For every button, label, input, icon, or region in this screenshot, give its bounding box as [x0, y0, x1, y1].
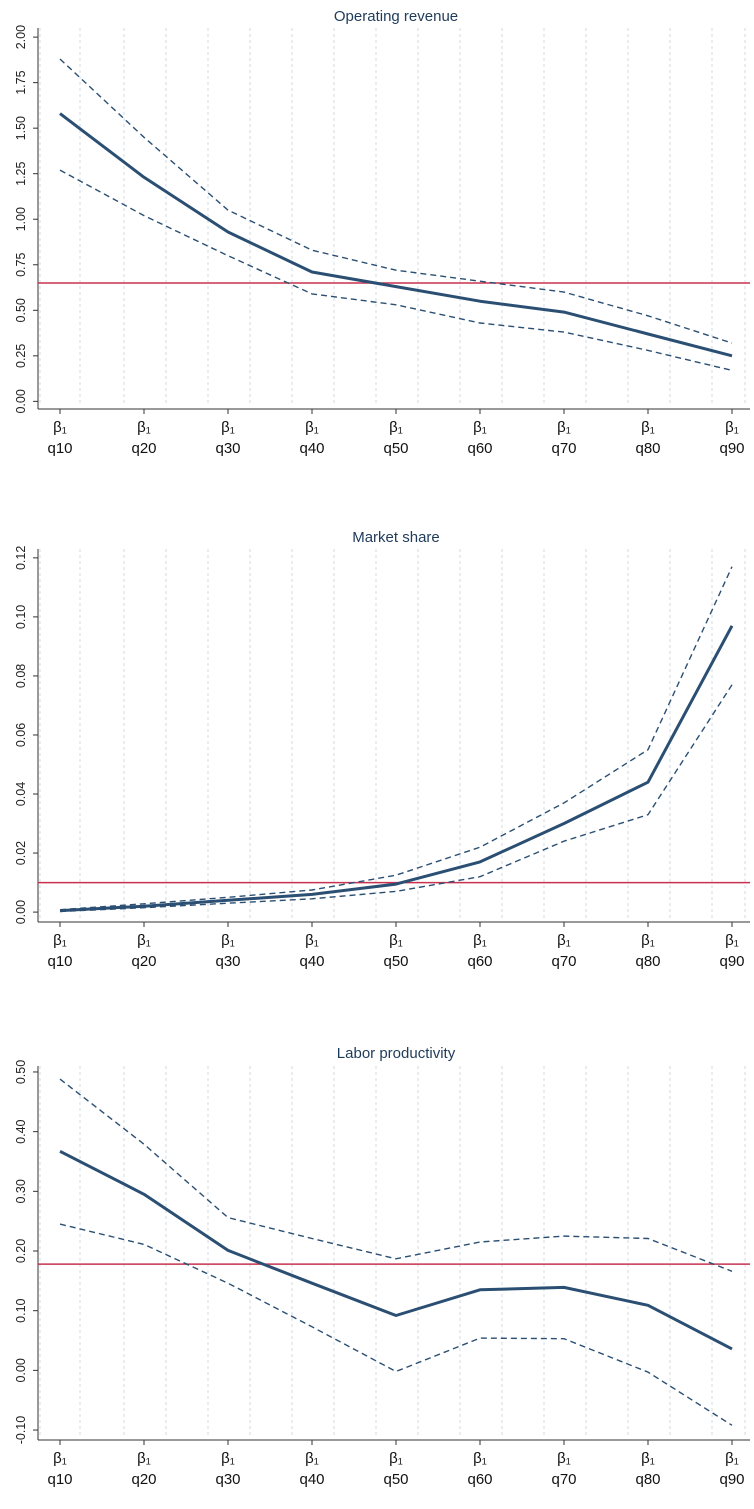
y-tick-label: 0.50: [14, 298, 28, 322]
x-tick-label: q70: [551, 953, 576, 970]
x-tick-label: q30: [215, 953, 240, 970]
x-tick-label: q20: [131, 440, 156, 457]
estimate-line: [59, 625, 734, 913]
x-tick-symbol: β₁: [305, 932, 319, 949]
y-tick-label: 0.75: [14, 253, 28, 277]
x-tick-label: q50: [383, 440, 408, 457]
x-tick-symbol: β₁: [389, 419, 403, 436]
grid-lines: [39, 28, 746, 405]
x-tick-label: q40: [299, 953, 324, 970]
x-tick-label: q30: [215, 440, 240, 457]
x-tick-symbol: β₁: [557, 932, 571, 949]
x-tick-symbol: β₁: [641, 419, 655, 436]
chart-title: Operating revenue: [334, 8, 458, 25]
y-tick-label: 0.50: [14, 1060, 28, 1084]
y-tick-label: 0.25: [14, 344, 28, 368]
x-tick-label: q50: [383, 953, 408, 970]
y-tick-label: 0.10: [14, 1298, 28, 1322]
x-tick-symbol: β₁: [557, 1450, 571, 1467]
x-tick-label: q40: [299, 1471, 324, 1488]
x-tick-label: q10: [47, 440, 72, 457]
x-tick-symbol: β₁: [641, 932, 655, 949]
x-tick-symbol: β₁: [725, 419, 739, 436]
ci-upper-line: [59, 566, 733, 911]
y-tick-label: 0.20: [14, 1239, 28, 1263]
chart-panel-1: Operating revenue 0.00 0.25 0.50 0.75 1.00 1.2…: [14, 8, 750, 457]
y-tick-label: 0.00: [14, 389, 28, 413]
x-tick-label: q80: [635, 953, 660, 970]
grid-lines: [39, 549, 746, 918]
grid-lines: [39, 1066, 746, 1436]
chart-panel-2: Market share 0.00 0.02 0.04 0.06 0.08 0.10 0.12…: [14, 529, 750, 970]
x-tick-label: q10: [47, 953, 72, 970]
x-tick-symbol: β₁: [221, 419, 235, 436]
x-tick-symbol: β₁: [473, 419, 487, 436]
x-tick-label: q20: [131, 953, 156, 970]
x-tick-label: q50: [383, 1471, 408, 1488]
x-tick-symbol: β₁: [137, 1450, 151, 1467]
x-tick-symbol: β₁: [641, 1450, 655, 1467]
y-tick-label: 2.00: [14, 25, 28, 49]
x-tick-label: q10: [47, 1471, 72, 1488]
x-tick-label: q30: [215, 1471, 240, 1488]
y-tick-label: -0.10: [14, 1416, 28, 1445]
chart-title: Market share: [352, 529, 440, 546]
ci-lower-line: [59, 1223, 733, 1426]
x-tick-label: q20: [131, 1471, 156, 1488]
x-tick-symbol: β₁: [53, 419, 67, 436]
x-tick-symbol: β₁: [221, 932, 235, 949]
y-tick-label: 0.08: [14, 664, 28, 688]
x-tick-symbol: β₁: [725, 932, 739, 949]
x-tick-symbol: β₁: [725, 1450, 739, 1467]
x-tick-symbol: β₁: [137, 932, 151, 949]
x-tick-label: q60: [467, 440, 492, 457]
x-tick-symbol: β₁: [137, 419, 151, 436]
x-tick-label: q70: [551, 440, 576, 457]
y-tick-label: 1.25: [14, 161, 28, 185]
ci-lower-line: [59, 169, 733, 372]
x-tick-label: q40: [299, 440, 324, 457]
x-tick-symbol: β₁: [473, 1450, 487, 1467]
x-tick-label: q60: [467, 953, 492, 970]
x-tick-label: q90: [719, 1471, 744, 1488]
x-tick-symbol: β₁: [221, 1450, 235, 1467]
y-tick-label: 0.40: [14, 1119, 28, 1143]
x-tick-symbol: β₁: [53, 1450, 67, 1467]
y-tick-label: 0.12: [14, 546, 28, 570]
y-tick-label: 0.00: [14, 1358, 28, 1382]
chart-title: Labor productivity: [337, 1045, 456, 1062]
y-tick-label: 0.30: [14, 1179, 28, 1203]
y-tick-label: 1.50: [14, 116, 28, 140]
estimate-line: [59, 112, 733, 358]
x-tick-symbol: β₁: [389, 1450, 403, 1467]
x-tick-symbol: β₁: [557, 419, 571, 436]
y-tick-label: 0.04: [14, 782, 28, 806]
x-tick-symbol: β₁: [389, 932, 403, 949]
ci-upper-line: [59, 1078, 733, 1272]
x-tick-label: q80: [635, 1471, 660, 1488]
y-tick-label: 0.02: [14, 841, 28, 865]
x-tick-symbol: β₁: [305, 1450, 319, 1467]
y-tick-label: 0.00: [14, 900, 28, 924]
ci-upper-line: [59, 58, 733, 344]
ci-lower-line: [59, 684, 733, 913]
y-tick-label: 1.75: [14, 70, 28, 94]
y-tick-label: 1.00: [14, 207, 28, 231]
x-tick-symbol: β₁: [473, 932, 487, 949]
x-tick-label: q90: [719, 953, 744, 970]
x-tick-symbol: β₁: [305, 419, 319, 436]
x-tick-label: q80: [635, 440, 660, 457]
x-tick-label: q60: [467, 1471, 492, 1488]
estimate-line: [59, 1149, 733, 1351]
y-tick-label: 0.10: [14, 605, 28, 629]
chart-panel-3: Labor productivity -0.10 0.00 0.10 0.20 0.30 0…: [14, 1045, 750, 1488]
x-tick-label: q70: [551, 1471, 576, 1488]
x-tick-label: q90: [719, 440, 744, 457]
y-tick-label: 0.06: [14, 723, 28, 747]
x-tick-symbol: β₁: [53, 932, 67, 949]
